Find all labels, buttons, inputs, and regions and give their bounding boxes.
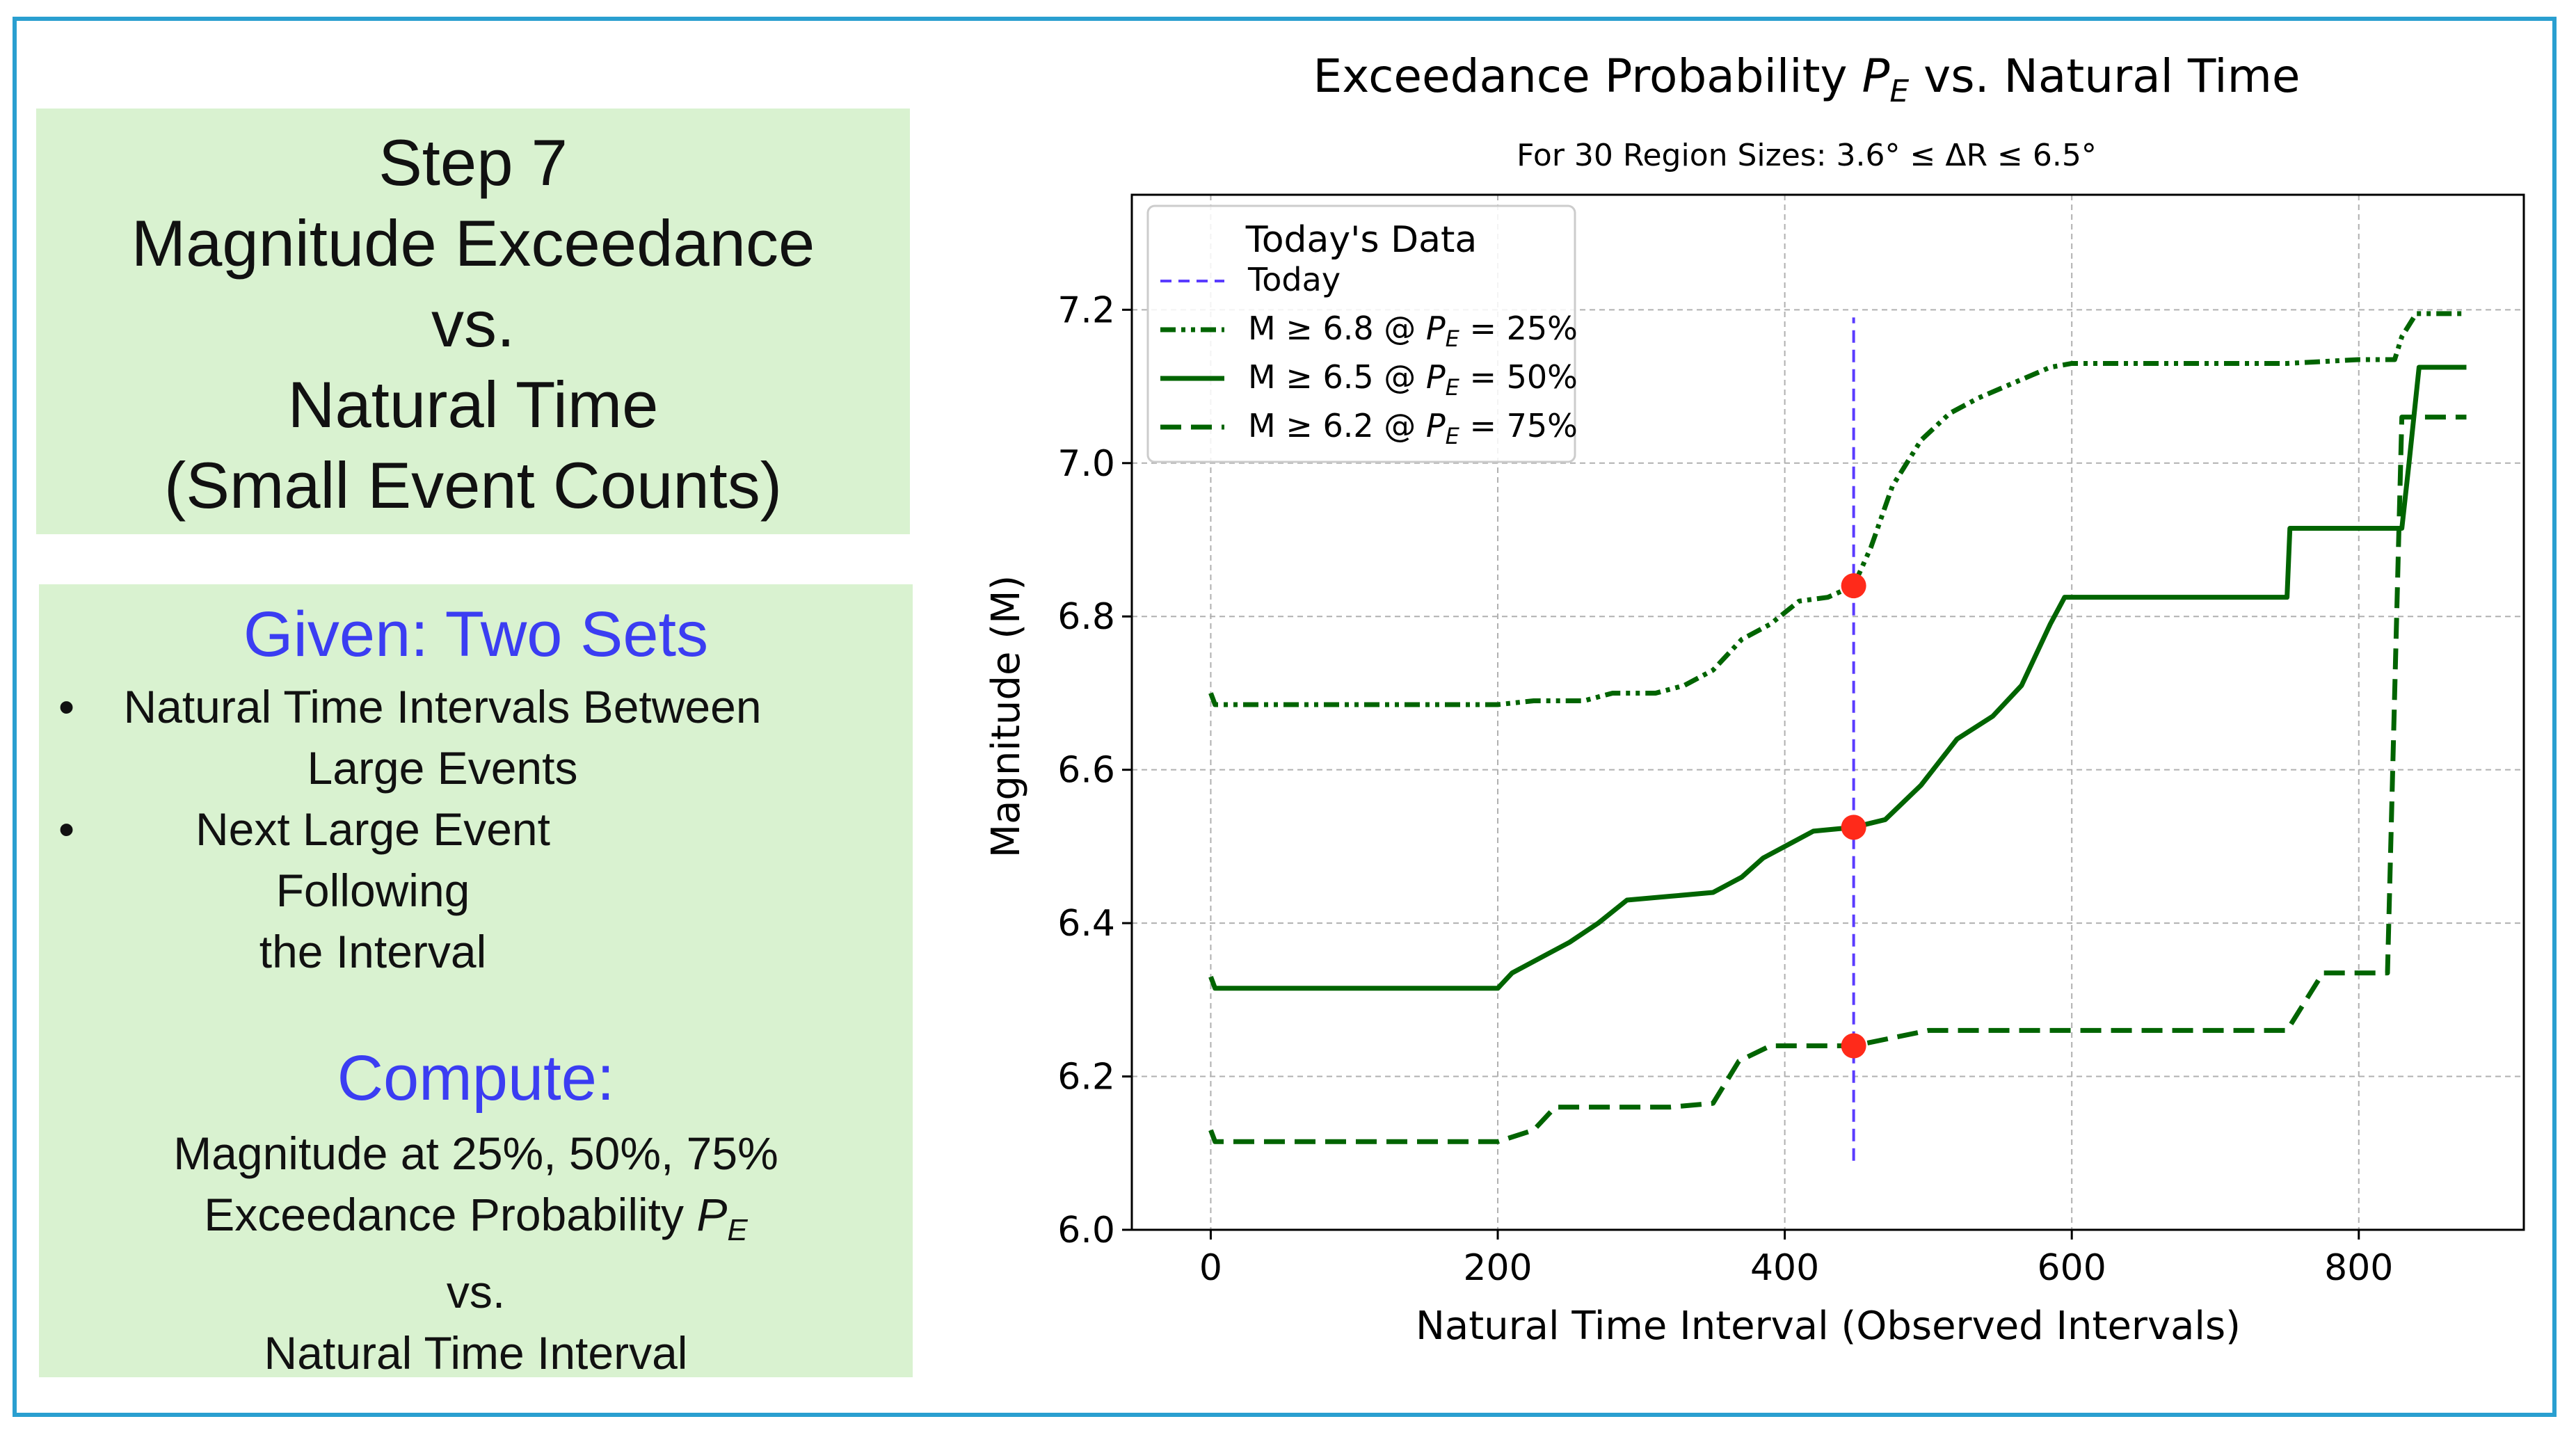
legend: Today's Data Today M ≥ 6.8 @ PE = 25% M ≥ …	[1146, 205, 1578, 463]
bullet-item: • Natural Time Intervals Between Large E…	[39, 676, 913, 799]
bullet-item: • Next Large Event Following the Interva…	[39, 799, 913, 982]
title-line: Magnitude Exceedance	[131, 207, 815, 280]
y-axis-label: Magnitude (M)	[984, 575, 1029, 858]
y-tick-label: 7.2	[1057, 289, 1115, 331]
title-line: vs.	[431, 287, 515, 360]
bullet-text-line: Natural Time Intervals Between	[123, 681, 762, 732]
bullet-text-line: Large Events	[307, 742, 578, 794]
title-panel: Step 7 Magnitude Exceedance vs. Natural …	[36, 109, 910, 534]
y-tick-label: 6.8	[1057, 596, 1115, 638]
chart-title: Exceedance Probability PE vs. Natural Ti…	[1313, 49, 2301, 109]
y-tick-label: 6.2	[1057, 1057, 1115, 1098]
chart-subtitle: For 30 Region Sizes: 3.6° ≤ ΔR ≤ 6.5°	[1517, 138, 2097, 173]
ticks: 0 200 400 600 800 6.0 6.2 6.4 6.6 6.8 7.0 7.2	[1057, 289, 2393, 1289]
slide-frame	[13, 17, 2557, 1417]
x-axis-label: Natural Time Interval (Observed Interval…	[1416, 1304, 2241, 1349]
legend-box	[1146, 205, 1576, 463]
today-marker	[1841, 1033, 1866, 1059]
series-line-1	[1208, 311, 2467, 707]
y-tick-label: 6.6	[1057, 750, 1115, 792]
legend-label: M ≥ 6.8 @ PE = 25%	[1248, 310, 1578, 352]
x-tick-label: 800	[2324, 1247, 2393, 1289]
compute-line: vs.	[446, 1266, 506, 1318]
y-tick-label: 6.0	[1057, 1210, 1115, 1251]
bullet-text-line: the Interval	[259, 926, 487, 977]
legend-label: Today	[1247, 261, 1341, 298]
today-marker	[1841, 573, 1866, 599]
title-line: (Small Event Counts)	[163, 449, 783, 522]
description-panel: Given: Two Sets • Natural Time Intervals…	[39, 584, 913, 1379]
legend-label: M ≥ 6.2 @ PE = 75%	[1248, 407, 1578, 449]
x-tick-label: 600	[2038, 1247, 2106, 1289]
y-tick-label: 6.4	[1057, 903, 1115, 945]
x-tick-label: 0	[1199, 1247, 1222, 1289]
x-tick-label: 400	[1750, 1247, 1819, 1289]
title-line: Step 7	[378, 126, 568, 199]
bullet-text-line: Next Large Event Following	[195, 803, 550, 916]
marker-group	[1841, 573, 1866, 1059]
series-line-3	[1208, 415, 2467, 1144]
plot-frame	[1130, 193, 2525, 1231]
compute-heading: Compute:	[337, 1043, 615, 1114]
y-tick-label: 7.0	[1057, 443, 1115, 485]
given-heading: Given: Two Sets	[243, 599, 709, 670]
compute-line: Magnitude at 25%, 50%, 75%	[173, 1128, 778, 1179]
compute-line: Natural Time Interval	[264, 1327, 688, 1379]
title-line: Natural Time	[287, 368, 659, 441]
x-tick-label: 200	[1463, 1247, 1532, 1289]
bullet-icon: •	[58, 803, 75, 855]
today-marker	[1841, 815, 1866, 840]
legend-label: M ≥ 6.5 @ PE = 50%	[1248, 358, 1578, 401]
compute-line: Exceedance Probability PE	[204, 1189, 748, 1248]
bullet-icon: •	[58, 681, 75, 732]
legend-title: Today's Data	[1245, 219, 1477, 261]
